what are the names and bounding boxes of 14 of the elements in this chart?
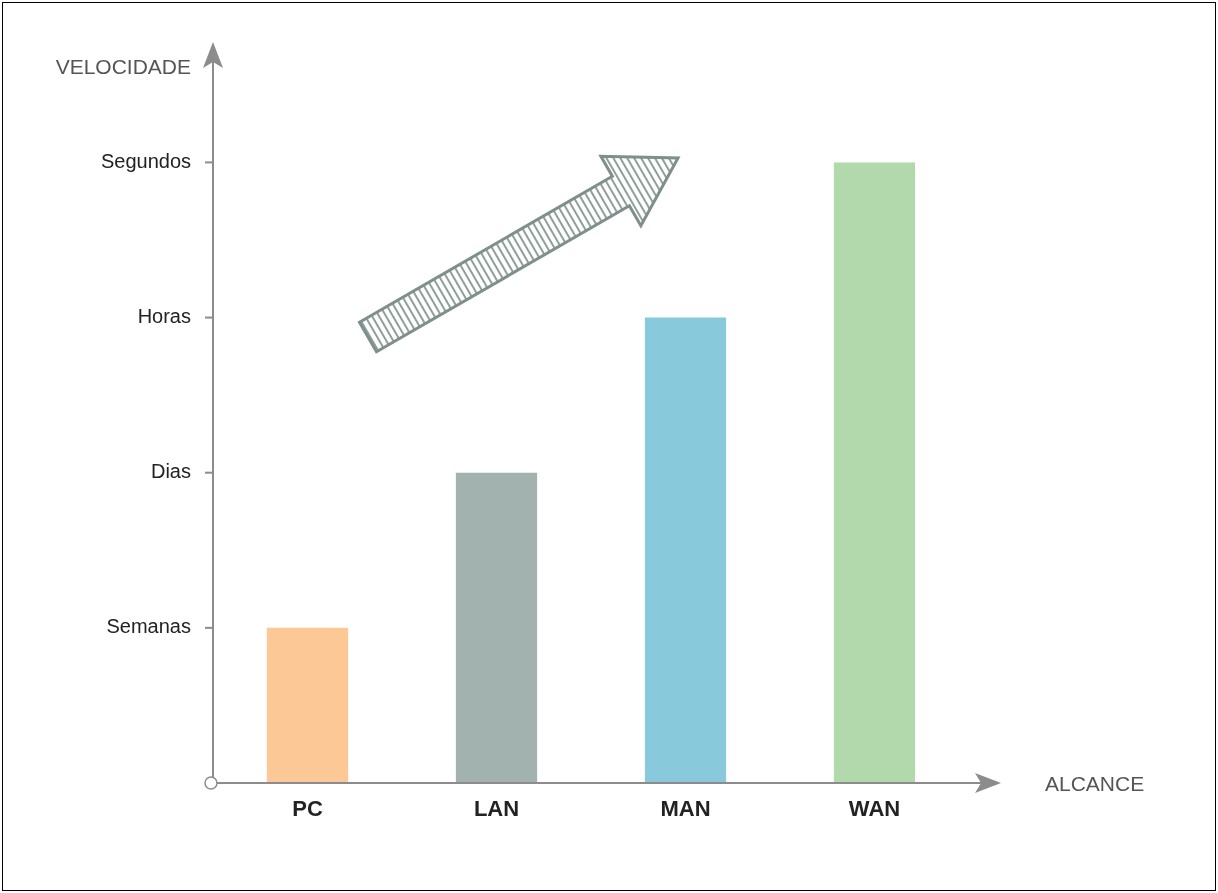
text: Segundos — [100, 149, 191, 172]
bar — [266, 627, 349, 783]
x-tick-label: MAN — [660, 796, 711, 822]
x-tick-label: WAN — [848, 796, 901, 822]
bar — [833, 162, 916, 783]
x-axis-title: ALCANCE — [1045, 771, 1145, 795]
x-tick-label: LAN — [473, 796, 520, 822]
x-tick-label: PC — [292, 796, 323, 822]
bar — [644, 317, 727, 783]
text: Horas — [137, 305, 191, 328]
bar — [455, 472, 538, 783]
y-axis-title: VELOCIDADE — [55, 54, 191, 78]
text: Semanas — [106, 615, 191, 638]
text: Dias — [150, 460, 191, 483]
